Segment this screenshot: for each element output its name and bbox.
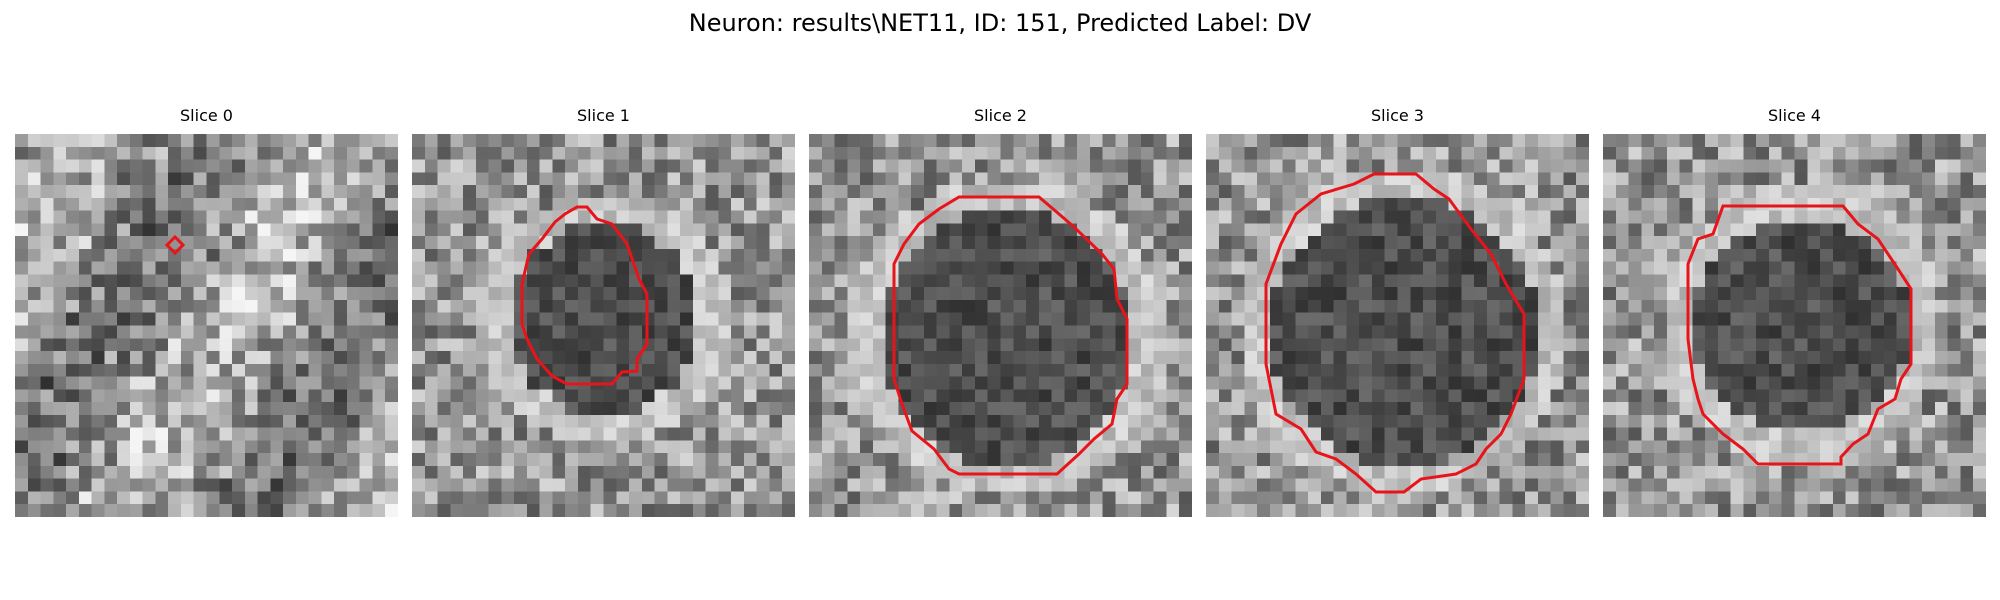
neuron-contour [1264,172,1526,494]
slice-contour-4 [1686,204,1913,466]
slice-image-1 [412,134,795,517]
slice-grayscale-image-0 [15,134,398,517]
slice-contour-0 [164,234,186,256]
seed-marker [164,234,186,256]
slice-image-2 [809,134,1192,517]
slice-panel-1: Slice 1 [412,104,795,528]
slice-panel-4: Slice 4 [1603,104,1986,528]
slice-panel-0: Slice 0 [15,104,398,528]
figure-title: Neuron: results\NET11, ID: 151, Predicte… [688,9,1312,37]
slice-title-2: Slice 2 [974,106,1027,125]
slice-contour-2 [892,195,1129,476]
slice-contour-1 [520,205,649,386]
slice-title-1: Slice 1 [577,106,630,125]
slice-image-3 [1206,134,1589,517]
slice-title-4: Slice 4 [1768,106,1821,125]
slice-grayscale-image-1 [412,134,795,517]
slice-panel-3: Slice 3 [1206,104,1589,528]
neuron-contour [892,195,1129,476]
slice-grayscale-image-4 [1603,134,1986,517]
slice-image-0 [15,134,398,517]
slice-panel-2: Slice 2 [809,104,1192,528]
neuron-contour [520,205,649,386]
slice-title-3: Slice 3 [1371,106,1424,125]
slice-image-4 [1603,134,1986,517]
slice-contour-3 [1264,172,1526,494]
slice-title-0: Slice 0 [180,106,233,125]
neuron-contour [1686,204,1913,466]
